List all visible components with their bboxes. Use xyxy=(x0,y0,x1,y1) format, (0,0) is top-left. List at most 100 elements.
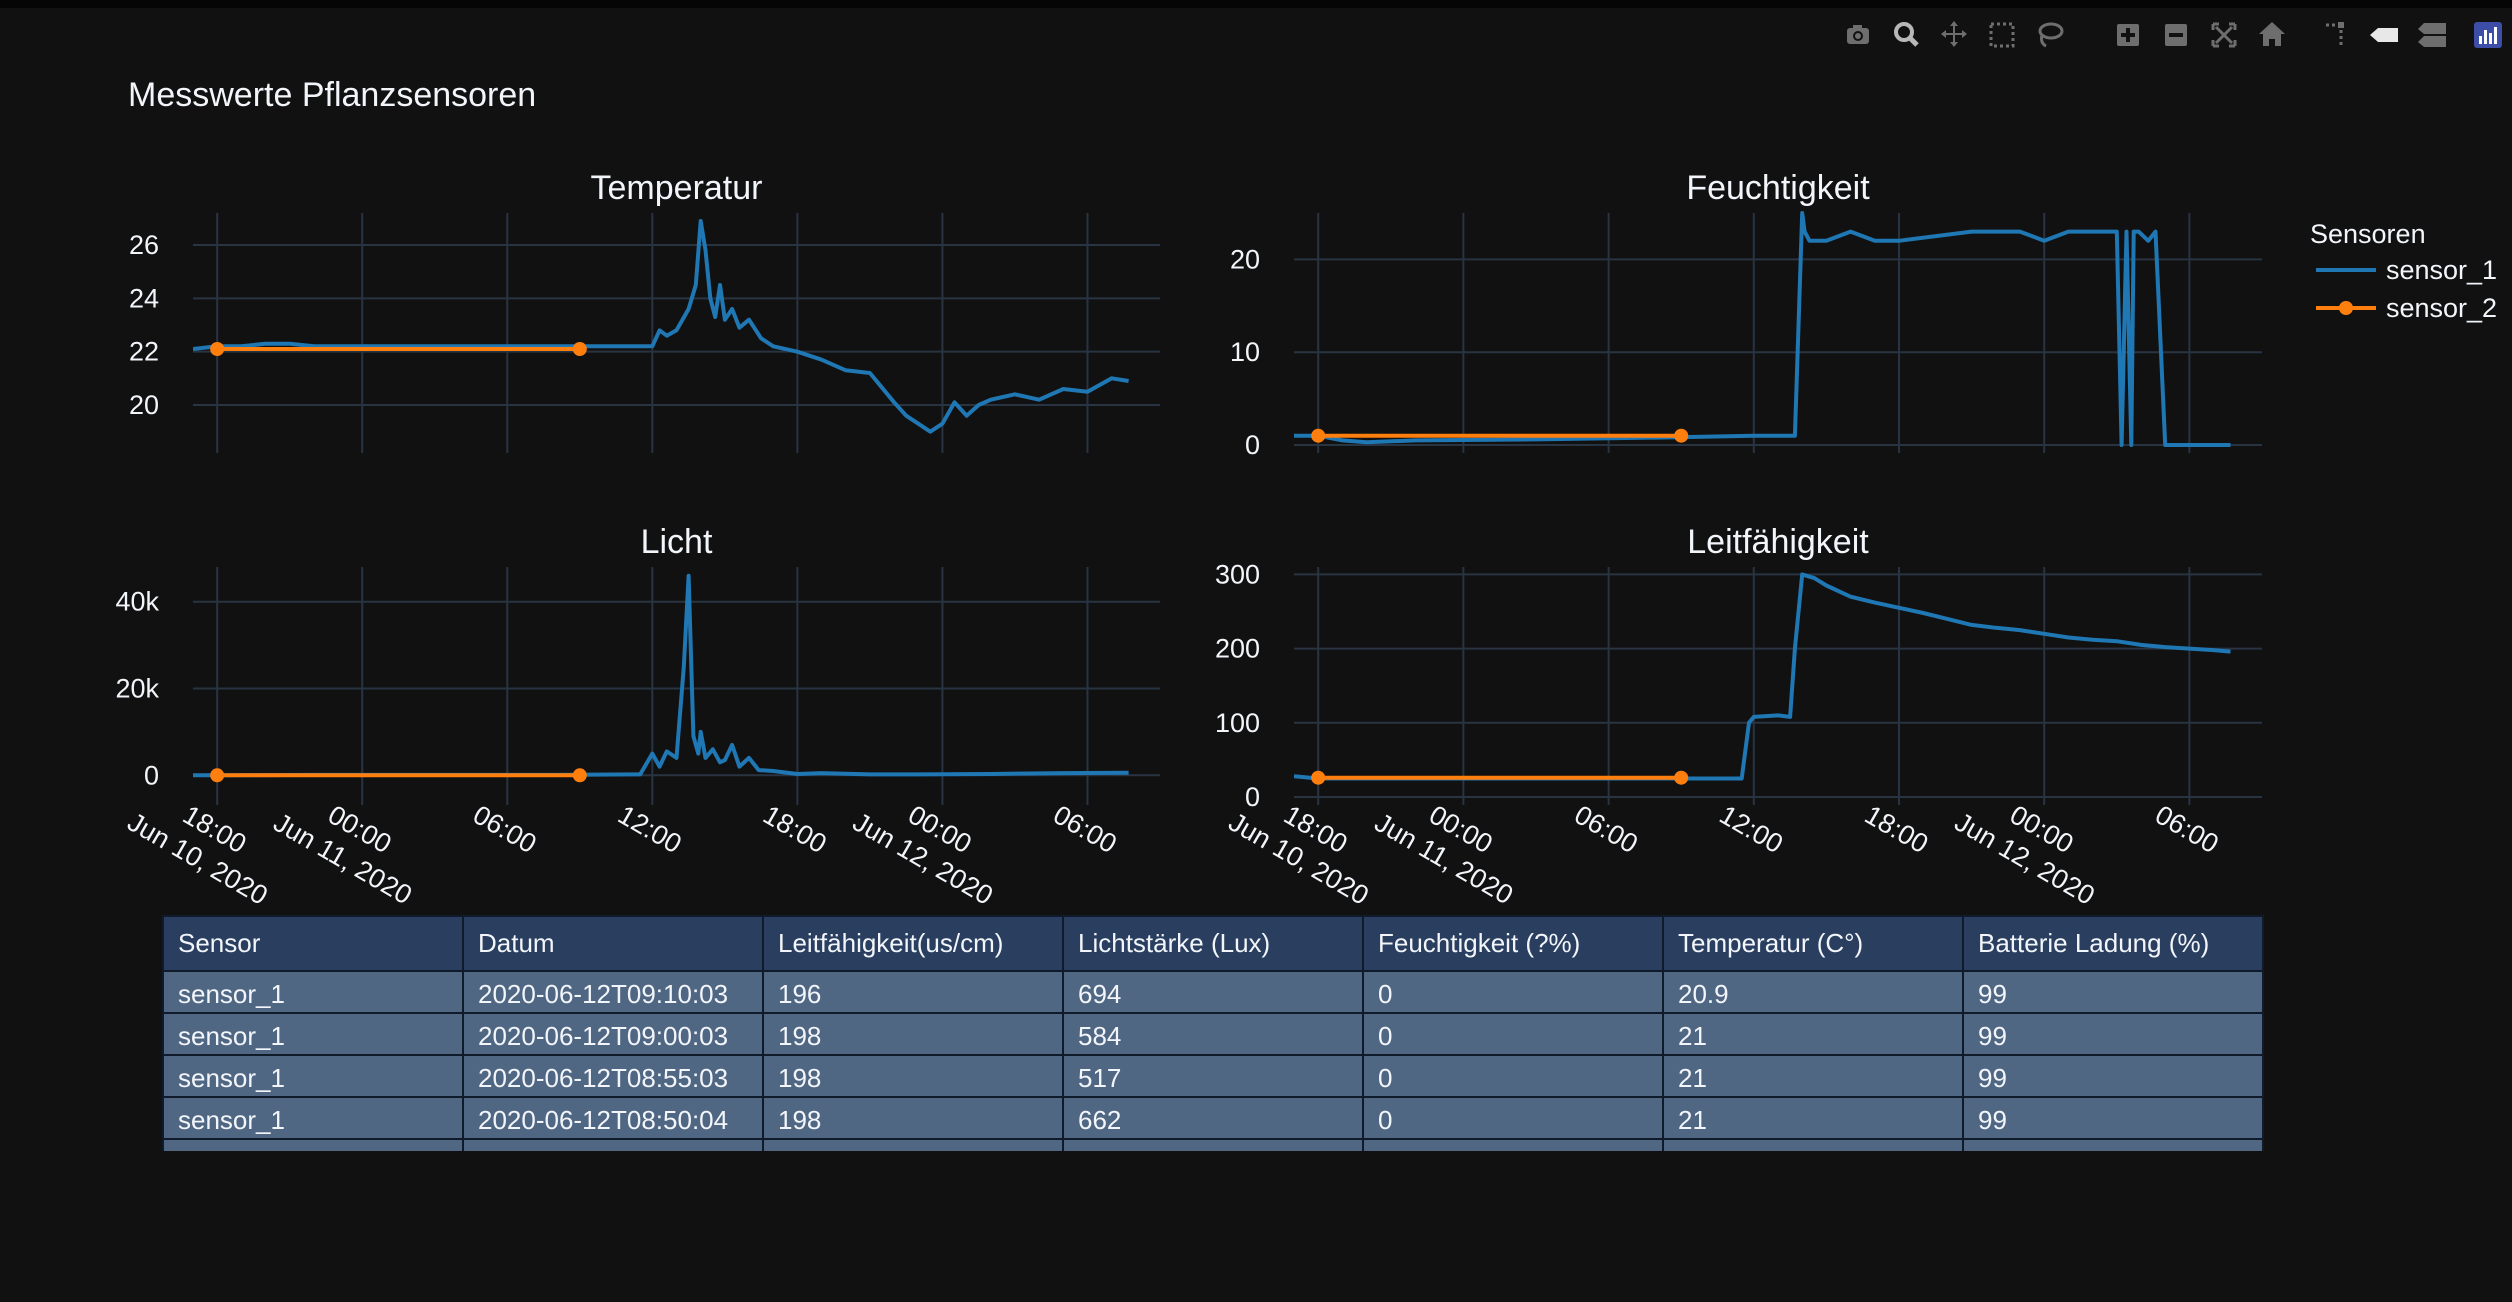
table-row: sensor_1 2020-06-12T09:10:03 196 694 0 20.9 99 xyxy=(162,970,2264,1014)
table-header-cell: Feuchtigkeit (?%) xyxy=(1362,915,1664,972)
table-cell: 99 xyxy=(1962,1138,2264,1151)
table-header-cell: Batterie Ladung (%) xyxy=(1962,915,2264,972)
x-tick-label-line: 18:00 xyxy=(1860,799,1934,859)
table-cell: 0 xyxy=(1362,970,1664,1014)
x-tick-label-line: 18:00 xyxy=(758,799,832,859)
page-title: Messwerte Pflanzsensoren xyxy=(128,76,537,114)
table-cell: 99 xyxy=(1962,1096,2264,1140)
table-cell: 584 xyxy=(1062,1012,1364,1056)
series-point-sensor_2 xyxy=(572,342,587,356)
y-tick-label: 200 xyxy=(1215,634,1260,664)
series-point-sensor_2 xyxy=(1311,428,1326,443)
table-cell: 198 xyxy=(762,1096,1064,1140)
series-point-sensor_2 xyxy=(1674,428,1689,443)
y-tick-label: 24 xyxy=(129,283,159,313)
legend-label: sensor_1 xyxy=(2386,255,2497,285)
x-tick-label: 18:00Jun 10, 2020 xyxy=(123,777,290,910)
hover-compare-button[interactable] xyxy=(2414,16,2450,54)
legend-item-sensor_2[interactable]: sensor_2 xyxy=(2316,293,2497,323)
x-tick-label: 06:00 xyxy=(1048,799,1122,859)
table-row: sensor_1 2020-06-12T08:55:03 198 517 0 21 99 xyxy=(162,1054,2264,1098)
subplot-1: Temperatur 20 22 24 26 xyxy=(129,169,1160,453)
y-tick-label: 0 xyxy=(1245,782,1260,812)
reset-axes-icon xyxy=(2259,22,2285,46)
y-tick-label: 20k xyxy=(115,674,159,704)
x-tick-label: 12:00 xyxy=(613,799,687,859)
subplot-title: Temperatur xyxy=(591,169,763,207)
y-tick-label: 0 xyxy=(1245,430,1260,460)
autoscale-icon xyxy=(2211,22,2237,48)
legend-item-sensor_1[interactable]: sensor_1 xyxy=(2316,255,2497,285)
x-tick-label: 06:00 xyxy=(2150,799,2224,859)
table-cell: 21 xyxy=(1662,1012,1964,1056)
pan-button[interactable] xyxy=(1936,16,1972,54)
plotly-logo-button[interactable] xyxy=(2470,16,2506,54)
series-point-sensor_2 xyxy=(1674,770,1689,785)
table-cell: 20.9 xyxy=(1662,970,1964,1014)
spike-lines-button[interactable] xyxy=(2318,16,2354,54)
table-row: sensor_1 2020-06-12T08:50:04 198 662 0 21 99 xyxy=(162,1096,2264,1140)
table-cell: sensor_1 xyxy=(162,970,464,1014)
x-tick-label: 06:00 xyxy=(1569,799,1643,859)
table-cell: 0 xyxy=(1362,1054,1664,1098)
lasso-select-icon xyxy=(2038,22,2064,48)
legend-label: sensor_2 xyxy=(2386,293,2497,323)
table-cell: 694 xyxy=(1062,970,1364,1014)
x-tick-label: 06:00 xyxy=(468,799,542,859)
table-row: sensor_1 2020-06-12T09:00:03 198 584 0 21 99 xyxy=(162,1012,2264,1056)
autoscale-button[interactable] xyxy=(2206,16,2242,54)
subplots-figure[interactable]: Temperatur 20 22 24 26 Feuchtigkeit 0 10 20 Licht… xyxy=(0,0,2512,915)
x-tick-label-line: 12:00 xyxy=(613,799,687,859)
box-select-icon xyxy=(1989,22,2015,48)
lasso-select-button[interactable] xyxy=(2032,16,2068,54)
pan-icon xyxy=(1941,21,1967,47)
plot-area xyxy=(193,219,1129,434)
table-cell: 0 xyxy=(1362,1138,1664,1151)
zoom-in-button[interactable] xyxy=(2110,16,2146,54)
data-table-container[interactable]: Sensor Datum Leitfähigkeit(us/cm) Lichtstär… xyxy=(162,915,2302,1151)
hover-closest-button[interactable] xyxy=(2366,16,2402,54)
box-select-button[interactable] xyxy=(1984,16,2020,54)
reset-axes-button[interactable] xyxy=(2254,16,2290,54)
plotly-logo-icon xyxy=(2474,22,2502,48)
table-cell: 517 xyxy=(1062,1054,1364,1098)
series-point-sensor_2 xyxy=(1311,770,1326,785)
table-cell: 198 xyxy=(762,1054,1064,1098)
x-tick-label-line: 06:00 xyxy=(1569,799,1643,859)
data-table: Sensor Datum Leitfähigkeit(us/cm) Lichtstär… xyxy=(162,915,2264,1151)
plot-area xyxy=(1294,572,2231,785)
table-cell: 99 xyxy=(1962,970,2264,1014)
x-tick-label: 00:00Jun 11, 2020 xyxy=(268,778,433,910)
camera-icon xyxy=(1847,25,1869,44)
y-tick-label: 20 xyxy=(1230,244,1260,274)
table-header-row: Sensor Datum Leitfähigkeit(us/cm) Lichtstär… xyxy=(162,915,2264,972)
table-header-cell: Lichtstärke (Lux) xyxy=(1062,915,1364,972)
table-cell: sensor_1 xyxy=(162,1096,464,1140)
zoom-button[interactable] xyxy=(1888,16,1924,54)
camera-button[interactable] xyxy=(1840,16,1876,54)
plot-area xyxy=(1294,211,2231,447)
y-tick-label: 10 xyxy=(1230,337,1260,367)
table-cell: sensor_1 xyxy=(162,1054,464,1098)
plot-area xyxy=(193,573,1129,783)
y-tick-label: 300 xyxy=(1215,559,1260,589)
zoom-icon xyxy=(1894,22,1919,47)
series-point-sensor_2 xyxy=(572,768,587,783)
subplot-3: Licht 18:00Jun 10, 2020 00:00Jun 11, 2020 0… xyxy=(115,523,1160,911)
series-line-sensor_1 xyxy=(193,219,1129,434)
zoom-out-button[interactable] xyxy=(2158,16,2194,54)
subplot-2: Feuchtigkeit 0 10 20 xyxy=(1230,169,2262,460)
table-cell: 21 xyxy=(1662,1096,1964,1140)
series-line-sensor_1 xyxy=(193,573,1129,778)
x-tick-label-line: 06:00 xyxy=(468,799,542,859)
y-tick-label: 0 xyxy=(144,760,159,790)
table-header-cell: Datum xyxy=(462,915,764,972)
x-tick-label-line: 06:00 xyxy=(2150,799,2224,859)
window-top-strip xyxy=(0,0,2512,8)
table-cell: 2020-06-12T09:10:03 xyxy=(462,970,764,1014)
x-tick-label: 18:00 xyxy=(1860,799,1934,859)
series-line-sensor_1 xyxy=(1294,572,2231,781)
table-cell: 0 xyxy=(1362,1096,1664,1140)
table-cell: 198 xyxy=(762,1012,1064,1056)
